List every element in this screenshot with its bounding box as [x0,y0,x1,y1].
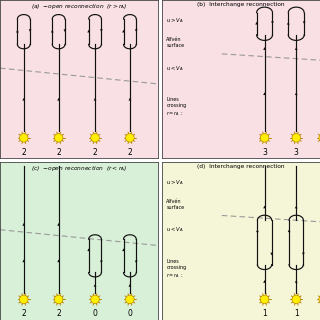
Text: 2: 2 [56,148,61,157]
Text: (c)  $-$open reconnection  ($r < r_\mathrm{A}$): (c) $-$open reconnection ($r < r_\mathrm… [31,164,127,173]
Circle shape [20,295,28,304]
Circle shape [126,133,134,142]
Text: 2: 2 [56,309,61,318]
Text: 3: 3 [262,148,267,157]
Circle shape [260,295,269,304]
Text: 1: 1 [294,309,299,318]
Text: 2: 2 [21,148,26,157]
Text: Lines
crossing
$r = r_\mathrm{A}$ :: Lines crossing $r = r_\mathrm{A}$ : [166,259,187,280]
Text: 2: 2 [21,309,26,318]
Text: 1: 1 [262,309,267,318]
Circle shape [319,133,320,142]
Text: 2: 2 [93,148,97,157]
Circle shape [91,295,99,304]
Text: $u > V_\mathrm{A}$: $u > V_\mathrm{A}$ [166,178,184,187]
Circle shape [54,133,63,142]
Text: 0: 0 [92,309,98,318]
Text: 3: 3 [294,148,299,157]
Text: (b)  Interchange reconnection: (b) Interchange reconnection [197,2,284,7]
Text: $u > V_\mathrm{A}$: $u > V_\mathrm{A}$ [166,16,184,25]
Text: 0: 0 [127,309,132,318]
Circle shape [91,133,99,142]
Text: Alfvén
surface: Alfvén surface [166,199,184,210]
Text: (a)  $-$open reconnection  ($r > r_\mathrm{A}$): (a) $-$open reconnection ($r > r_\mathrm… [31,2,127,12]
Circle shape [292,295,300,304]
Circle shape [260,133,269,142]
Circle shape [20,133,28,142]
Circle shape [292,133,300,142]
Text: (d)  Interchange reconnection: (d) Interchange reconnection [197,164,284,169]
Text: Alfvén
surface: Alfvén surface [166,37,184,48]
Text: Lines
crossing
$r = r_\mathrm{A}$ :: Lines crossing $r = r_\mathrm{A}$ : [166,97,187,118]
Circle shape [54,295,63,304]
Circle shape [126,295,134,304]
Circle shape [319,295,320,304]
Text: 2: 2 [127,148,132,157]
Text: $u < V_\mathrm{A}$: $u < V_\mathrm{A}$ [166,64,184,73]
Text: $u < V_\mathrm{A}$: $u < V_\mathrm{A}$ [166,225,184,234]
